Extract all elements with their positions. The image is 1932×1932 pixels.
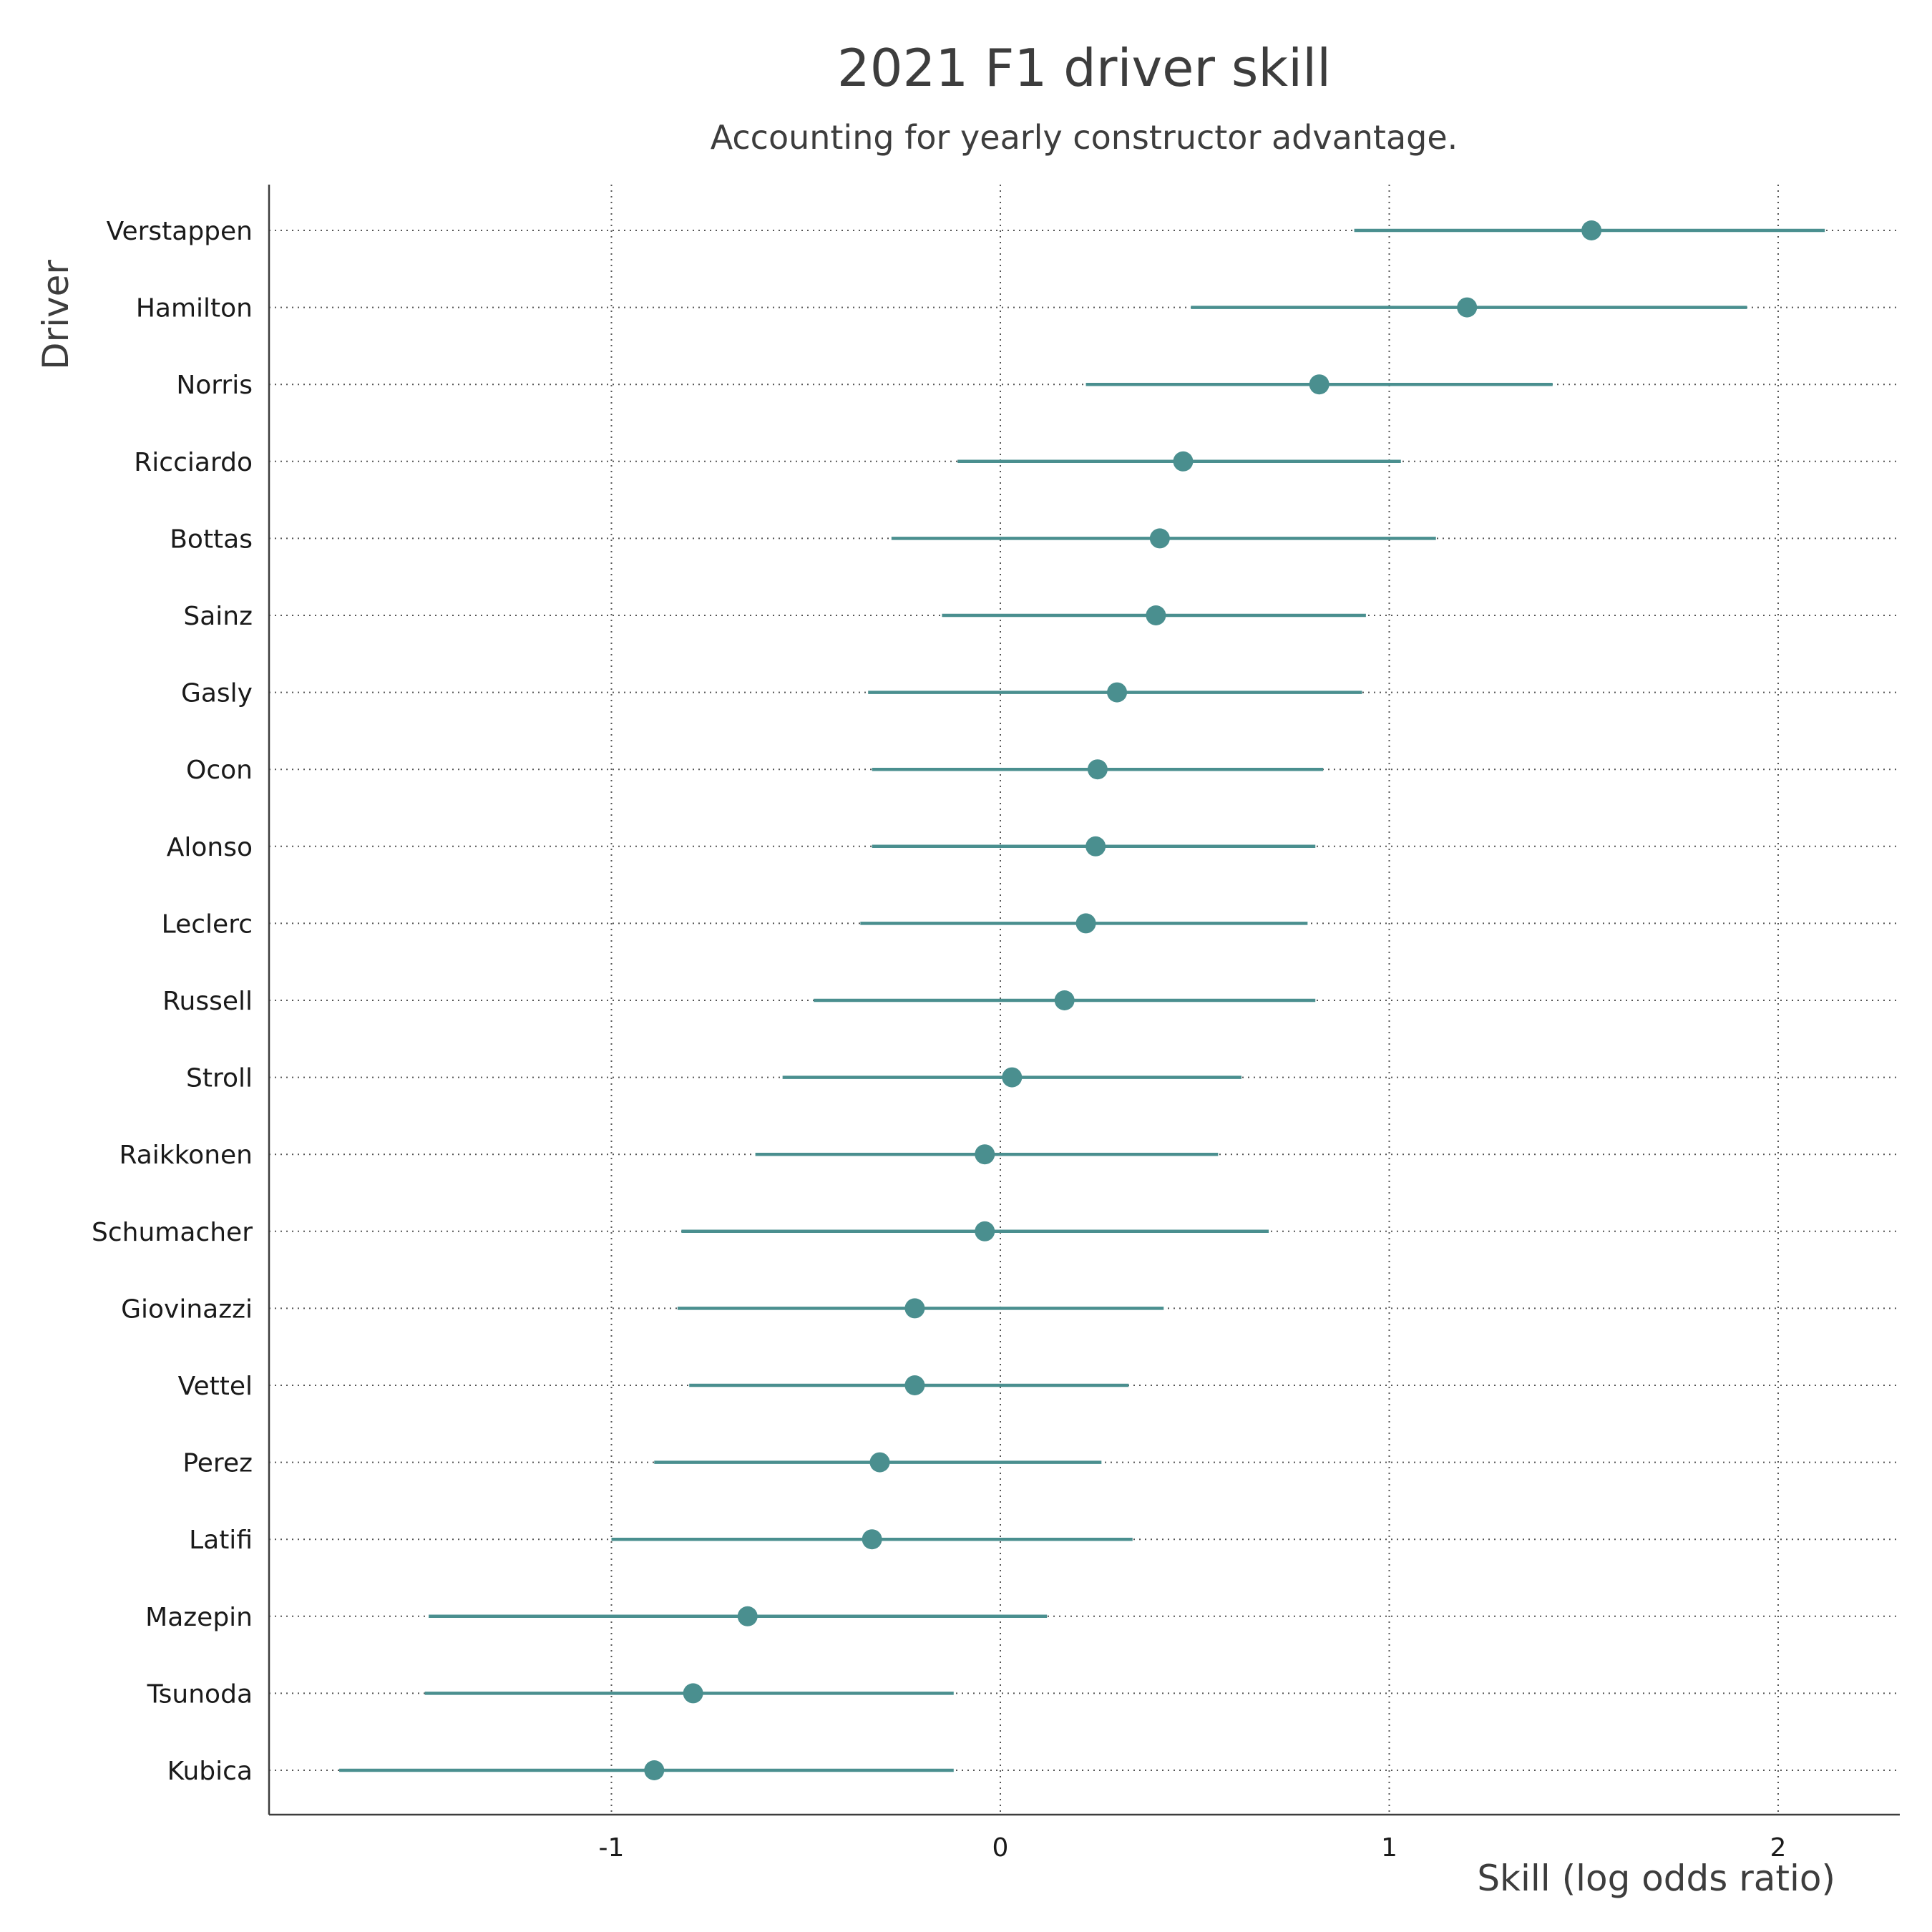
y-axis-label: Driver bbox=[35, 260, 77, 370]
y-tick-label: Giovinazzi bbox=[121, 1294, 253, 1324]
y-tick-label: Raikkonen bbox=[119, 1141, 253, 1170]
y-tick-label: Vettel bbox=[178, 1372, 253, 1401]
x-tick-label: 0 bbox=[992, 1833, 1009, 1863]
y-tick-label: Russell bbox=[162, 987, 253, 1016]
y-tick-label: Kubica bbox=[167, 1757, 253, 1786]
y-tick-label: Perez bbox=[182, 1449, 253, 1478]
estimate-point bbox=[1149, 528, 1170, 549]
x-tick-label: 2 bbox=[1770, 1833, 1787, 1863]
estimate-point bbox=[975, 1221, 995, 1241]
estimate-point bbox=[1054, 990, 1075, 1010]
y-tick-label: Norris bbox=[176, 371, 253, 400]
estimate-point bbox=[644, 1760, 665, 1780]
estimate-point bbox=[1002, 1067, 1023, 1088]
estimate-point bbox=[869, 1452, 890, 1473]
y-tick-labels: Verstappen Hamilton Norris Ricciardo Bottas S… bbox=[92, 217, 253, 1786]
estimate-point bbox=[1075, 913, 1096, 934]
estimate-point bbox=[1457, 297, 1478, 318]
y-tick-label: Tsunoda bbox=[147, 1679, 253, 1709]
estimate-point bbox=[1085, 836, 1106, 857]
y-tick-label: Verstappen bbox=[107, 217, 253, 246]
y-tick-label: Alonso bbox=[167, 833, 253, 862]
y-tick-label: Latifi bbox=[189, 1526, 253, 1555]
estimate-point bbox=[1581, 220, 1602, 240]
x-axis-label: Skill (log odds ratio) bbox=[1477, 1858, 1835, 1899]
x-tick-label: -1 bbox=[599, 1833, 625, 1863]
y-tick-label: Gasly bbox=[181, 679, 253, 708]
y-tick-label: Bottas bbox=[170, 525, 253, 554]
estimate-point bbox=[1087, 759, 1108, 780]
estimate-point bbox=[1107, 682, 1128, 703]
chart-subtitle: Accounting for yearly constructor advant… bbox=[711, 118, 1458, 157]
estimate-point bbox=[862, 1529, 882, 1550]
y-tick-label: Ocon bbox=[186, 756, 253, 785]
y-tick-label: Mazepin bbox=[145, 1603, 253, 1632]
y-tick-label: Leclerc bbox=[162, 909, 253, 939]
x-tick-labels: -1 0 1 2 bbox=[599, 1833, 1787, 1863]
estimate-point bbox=[1309, 374, 1330, 395]
y-tick-label: Sainz bbox=[183, 602, 253, 631]
estimate-point bbox=[975, 1144, 995, 1165]
y-tick-label: Hamilton bbox=[136, 294, 253, 323]
y-tick-label: Schumacher bbox=[92, 1218, 253, 1247]
estimate-point bbox=[737, 1606, 758, 1626]
x-tick-label: 1 bbox=[1381, 1833, 1397, 1863]
estimate-point bbox=[904, 1298, 925, 1319]
estimate-point bbox=[904, 1375, 925, 1395]
estimate-point bbox=[683, 1683, 703, 1704]
estimate-points bbox=[644, 220, 1602, 1780]
estimate-point bbox=[1146, 605, 1166, 625]
y-tick-label: Ricciardo bbox=[134, 448, 253, 477]
estimate-point bbox=[1173, 451, 1194, 472]
chart-title: 2021 F1 driver skill bbox=[837, 38, 1331, 98]
y-tick-label: Stroll bbox=[186, 1064, 253, 1093]
